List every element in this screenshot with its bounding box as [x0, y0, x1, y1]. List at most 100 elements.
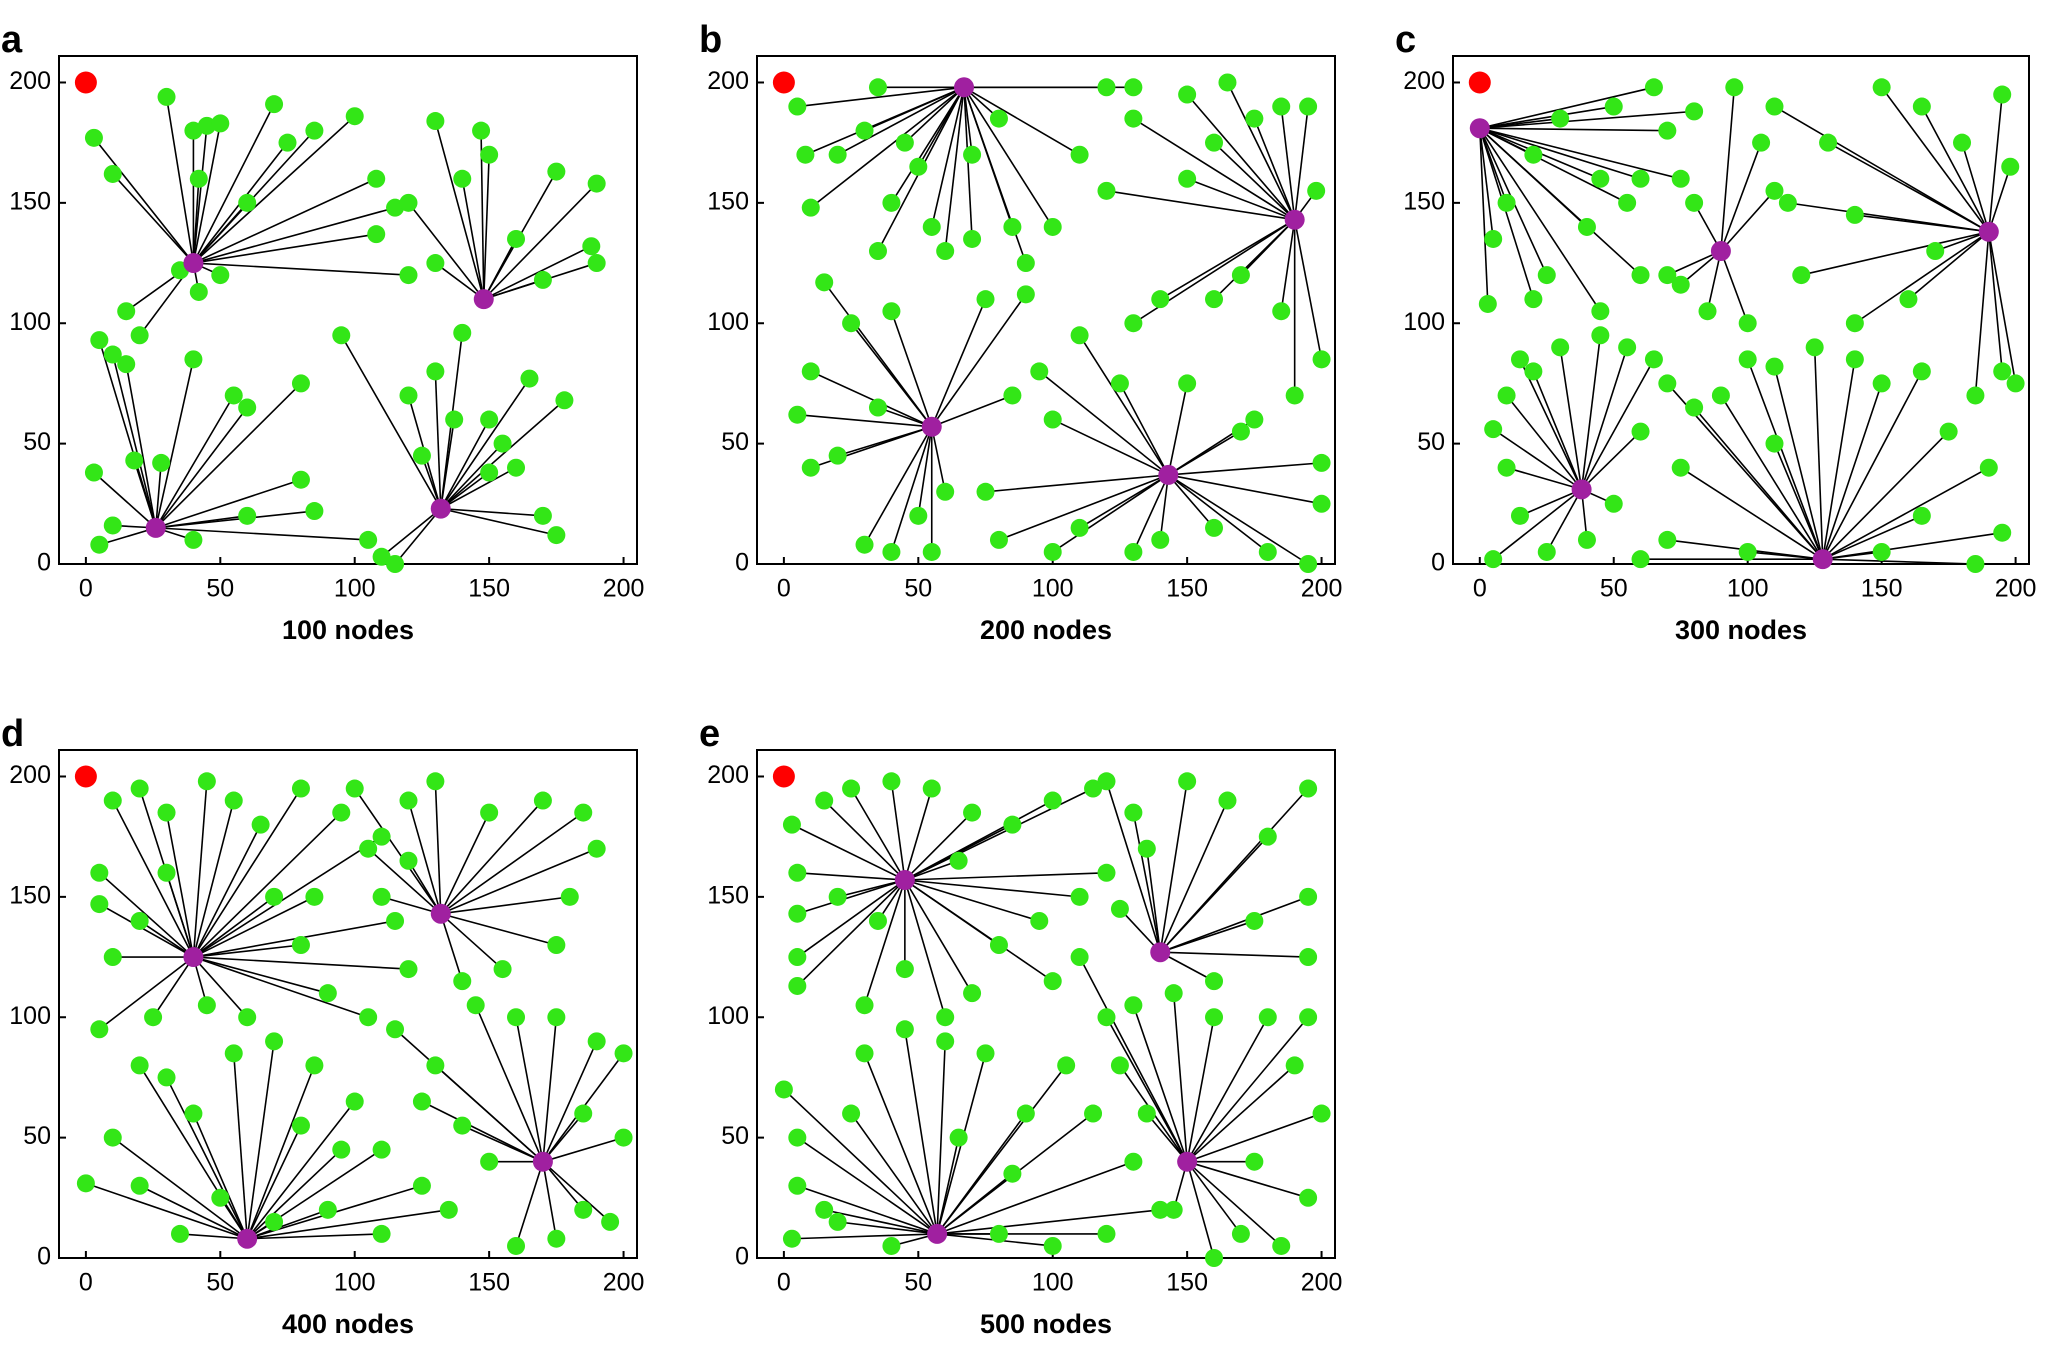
x-tick-label: 100	[334, 1269, 376, 1297]
link	[439, 419, 455, 509]
sensor-node	[882, 542, 901, 561]
link	[890, 86, 965, 204]
sensor-node	[1685, 398, 1704, 417]
link	[931, 394, 1013, 428]
sensor-node	[1845, 314, 1864, 333]
x-axis-label: 500 nodes	[980, 1309, 1112, 1339]
sensor-node	[332, 1140, 351, 1159]
link	[1293, 106, 1309, 220]
sensor-node	[265, 1032, 284, 1051]
sensor-node	[399, 851, 418, 870]
link	[407, 800, 442, 914]
link	[1186, 1112, 1322, 1163]
y-tick-label: 150	[707, 881, 749, 909]
x-tick-label: 0	[1473, 575, 1487, 603]
sensor-node	[372, 887, 391, 906]
link	[1506, 466, 1582, 491]
link	[483, 279, 544, 300]
sensor-node	[1993, 85, 2012, 104]
link	[85, 1182, 248, 1240]
link	[112, 800, 195, 958]
sensor-node	[909, 157, 928, 176]
sensor-node	[103, 791, 122, 810]
link	[1492, 428, 1583, 491]
link	[1167, 474, 1269, 553]
sensor-node	[1070, 145, 1089, 164]
link	[998, 474, 1169, 541]
link	[1822, 515, 1923, 560]
link	[796, 1136, 938, 1235]
sensor-node	[117, 355, 136, 374]
link	[440, 800, 544, 915]
link	[440, 507, 557, 536]
link	[434, 781, 442, 914]
sensor-node	[480, 145, 499, 164]
sensor-node	[1272, 1236, 1291, 1255]
sensor-node	[1205, 290, 1224, 309]
link	[1961, 142, 1990, 232]
link	[193, 262, 409, 276]
sensor-node	[359, 530, 378, 549]
link	[381, 508, 442, 558]
sensor-node	[1124, 109, 1143, 128]
sensor-node	[1030, 911, 1049, 930]
link	[936, 1160, 1134, 1235]
sensor-node	[157, 1068, 176, 1087]
cluster-head	[145, 517, 166, 538]
heads	[894, 870, 1198, 1244]
sensor-node	[332, 326, 351, 345]
link	[155, 527, 369, 541]
link	[1038, 370, 1169, 476]
link	[247, 1209, 449, 1240]
sensor-node	[1097, 181, 1116, 200]
link	[1186, 1016, 1269, 1163]
sensor-node	[1631, 550, 1650, 569]
link	[1822, 466, 1990, 560]
link	[904, 787, 1094, 881]
link	[1132, 117, 1296, 221]
sensor-node	[1631, 422, 1650, 441]
link	[1159, 787, 1309, 953]
sensor-node	[547, 1008, 566, 1027]
nodes	[84, 87, 606, 573]
link	[850, 788, 906, 881]
sensor-node	[130, 326, 149, 345]
sensor-node	[1299, 779, 1318, 798]
sensor-node	[1497, 386, 1516, 405]
sensor-node	[472, 121, 491, 140]
link	[112, 1136, 248, 1240]
sensor-node	[1765, 97, 1784, 116]
sensor-node	[197, 116, 216, 135]
sensor-node	[1845, 350, 1864, 369]
sensor-node	[125, 451, 144, 470]
sensor-node	[130, 911, 149, 930]
link	[542, 1113, 584, 1163]
sensor-node	[1178, 85, 1197, 104]
cluster-head	[927, 1223, 948, 1244]
link	[193, 896, 315, 958]
sensor-node	[1658, 266, 1677, 285]
sensor-node	[1299, 1188, 1318, 1207]
sensor-node	[238, 506, 257, 525]
sensor-node	[788, 948, 807, 967]
sensor-node	[1151, 530, 1170, 549]
link	[179, 1233, 248, 1240]
sink-node	[74, 765, 97, 788]
sensor-node	[1164, 1200, 1183, 1219]
sensor-node	[426, 772, 445, 791]
link	[1079, 474, 1169, 529]
link	[1720, 250, 1749, 324]
sensor-node	[453, 323, 472, 342]
sensor-node	[1551, 338, 1570, 357]
link	[1720, 87, 1736, 252]
links	[85, 781, 625, 1247]
sensor-node	[265, 95, 284, 114]
sensor-node	[507, 1236, 526, 1255]
sensor-node	[1258, 542, 1277, 561]
link	[863, 879, 906, 1006]
sensor-node	[582, 237, 601, 256]
sensor-node	[305, 502, 324, 521]
sensor-node	[238, 1008, 257, 1027]
sensor-node	[533, 270, 552, 289]
link	[1801, 230, 1989, 276]
